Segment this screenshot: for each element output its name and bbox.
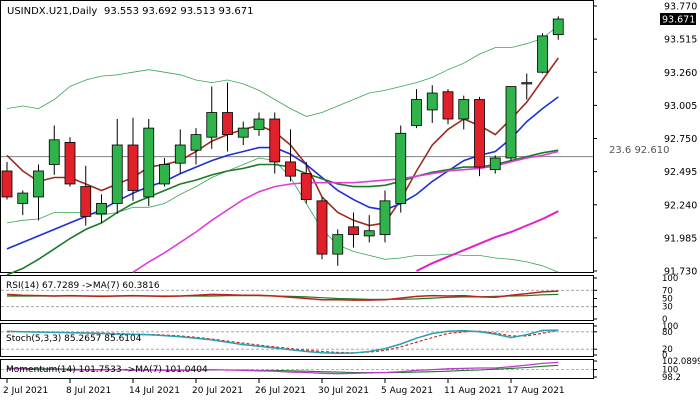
fib-label: 23.6 92.610 (609, 145, 669, 156)
candle-body (379, 200, 391, 236)
sub-tick-label: 0 (662, 315, 667, 325)
stoch-k-line (6, 329, 559, 355)
axis-layer: 93.770 93.515 93.260 93.005 92.750 92.495 92.2… (3, 2, 700, 397)
x-tick-label: 14 Jul 2021 (129, 386, 180, 396)
candle-body (285, 161, 296, 177)
candle-body (300, 173, 312, 200)
candle-body (332, 234, 344, 255)
sub-tick-label: 100 (662, 274, 678, 284)
overlay-ma-brown (6, 57, 559, 227)
overlay-ma-long-magenta (416, 210, 559, 272)
price-tick-label: 93.515 (664, 35, 697, 46)
overlay-ma-green (6, 149, 559, 276)
price-layer (1, 16, 593, 276)
x-tick-label: 17 Aug 2021 (507, 386, 565, 396)
x-tick-label: 5 Aug 2021 (381, 386, 433, 396)
candle-body (237, 127, 249, 138)
stoch-layer (1, 329, 593, 355)
candle-body (363, 230, 375, 237)
price-tick-label: 92.495 (664, 167, 697, 178)
candle-body (521, 82, 533, 85)
sub-tick-label: 20 (662, 345, 673, 355)
x-tick-label: 2 Jul 2021 (3, 386, 48, 396)
ohlc-header: 93.553 93.692 93.513 93.671 (104, 6, 254, 17)
rsi-layer (1, 289, 593, 308)
candle-body (127, 144, 139, 191)
price-tick-label: 93.770 (664, 2, 697, 13)
candle-body (17, 192, 29, 204)
candle-body (442, 91, 454, 120)
sub-tick-label: 102.0899 (662, 357, 700, 367)
momentum-panel-frame (0, 359, 594, 379)
candle-body (190, 134, 202, 151)
sub-tick-label: 98.2 (662, 373, 681, 383)
overlay-lower-band (6, 157, 559, 273)
price-tick-label: 91.730 (664, 267, 697, 278)
rsi-label: RSI(14) 67.7289 ->MA(7) 60.3816 (6, 281, 160, 291)
sub-tick-label: 50 (662, 295, 673, 305)
candle-body (143, 127, 155, 198)
price-tick-label: 92.750 (664, 134, 697, 145)
x-tick-label: 8 Jul 2021 (66, 386, 111, 396)
overlay-upper-band (6, 25, 559, 117)
price-tick-label: 92.240 (664, 200, 697, 211)
candle-body (33, 170, 44, 198)
candle-body (474, 99, 485, 168)
candle-body (537, 35, 548, 73)
candle-body (426, 92, 438, 111)
overlay-ma-magenta (132, 150, 559, 273)
last-price-value: 93.671 (662, 15, 695, 26)
candle-body (159, 164, 170, 185)
candle-body (64, 141, 76, 185)
candle-body (348, 226, 359, 236)
candle-body (253, 118, 265, 130)
candle-body (552, 18, 564, 35)
candle-body (505, 86, 517, 159)
sub-tick-label: 70 (662, 286, 673, 296)
candle-body (96, 203, 107, 215)
price-panel-frame (0, 0, 594, 273)
sub-tick-label: 30 (662, 303, 673, 313)
candle-body (111, 144, 123, 204)
chart-title: USINDX.U21,Daily (7, 6, 97, 17)
sub-tick-label: 0 (662, 351, 667, 361)
candle-body (48, 139, 60, 165)
candle-body (458, 99, 470, 120)
x-tick-label: 20 Jul 2021 (192, 386, 243, 396)
candle-body (206, 112, 218, 138)
candle-body (174, 144, 186, 164)
candle-body (80, 186, 92, 217)
candle-body (222, 112, 233, 136)
sub-tick-label: 100 (662, 322, 678, 332)
x-tick-label: 11 Aug 2021 (444, 386, 502, 396)
sub-tick-label: 80 (662, 328, 673, 338)
candle-body (395, 132, 407, 204)
candle-body (411, 99, 422, 126)
momentum-line (6, 361, 559, 375)
price-tick-label: 93.260 (664, 68, 697, 79)
sub-tick-label: 100 (662, 366, 678, 376)
x-tick-label: 26 Jul 2021 (255, 386, 306, 396)
last-price-box (660, 13, 696, 25)
rsi-line (6, 290, 559, 301)
momentum-label: Momentum(14) 101.7533 ->MA(7) 101.0404 (6, 365, 208, 375)
momentum-layer (1, 361, 593, 375)
candle-body (489, 157, 501, 171)
price-tick-label: 93.005 (664, 101, 697, 112)
price-tick-label: 91.985 (664, 233, 697, 244)
stoch-label: Stoch(5,3,3) 85.2657 85.6104 (6, 334, 142, 344)
candle-body (316, 200, 328, 255)
candle-body (269, 118, 281, 163)
x-tick-label: 30 Jul 2021 (318, 386, 369, 396)
candle-body (1, 170, 13, 198)
